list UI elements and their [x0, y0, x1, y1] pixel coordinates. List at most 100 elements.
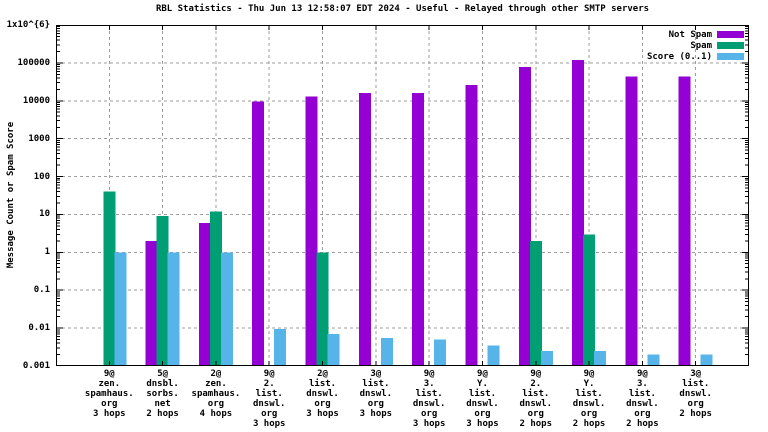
x-tick-label-line: list. — [575, 389, 603, 399]
bar-not-spam-10 — [625, 76, 638, 366]
x-tick-label-line: 3 hops — [306, 409, 339, 419]
x-tick-label-line: dnswl. — [252, 399, 286, 409]
x-tick-label-line: list. — [628, 389, 656, 399]
bar-spam-9 — [583, 234, 596, 366]
x-tick-label-line: org — [261, 409, 278, 419]
bar-score-0-1-4 — [327, 333, 340, 366]
x-tick-label-0: 9@ zen. spamhaus. org 3 hops — [67, 369, 151, 419]
x-tick-label-line: 9@ — [263, 369, 275, 379]
x-tick-label-line: org — [634, 409, 651, 419]
x-tick-label-line: dnswl. — [679, 389, 712, 399]
x-tick-label-line: zen. — [98, 379, 121, 389]
legend-label-not-spam: Not Spam — [668, 29, 712, 40]
x-tick-label-line: org — [207, 399, 225, 409]
x-tick-label-8: 9@ 2. list. dnswl. org 2 hops — [494, 369, 578, 429]
x-tick-label-line: zen. — [205, 379, 227, 389]
x-tick-label-line: 2 hops — [626, 419, 659, 429]
y-tick-label: 100000 — [17, 57, 50, 68]
y-tick-label: 10 — [39, 209, 50, 220]
x-tick-label-line: list. — [362, 379, 390, 389]
x-tick-label-line: 3 hops — [466, 419, 499, 429]
x-tick-label-line: org — [580, 409, 598, 419]
x-tick-label-line: 5@ — [157, 369, 169, 379]
x-tick-label-line: dnswl. — [626, 399, 659, 409]
bar-not-spam-2 — [198, 222, 211, 366]
plot-area — [56, 25, 749, 366]
plot-border — [56, 25, 749, 366]
bar-score-0-1-11 — [700, 354, 713, 366]
x-tick-label-line: 2@ — [317, 369, 328, 379]
x-tick-label-line: 2 hops — [519, 419, 553, 429]
y-tick-label: 0.1 — [33, 285, 50, 296]
bar-not-spam-7 — [465, 85, 478, 366]
bar-spam-1 — [156, 216, 169, 366]
x-tick-label-line: 3. — [423, 379, 435, 389]
x-tick-label-line: 2. — [263, 379, 275, 389]
legend: Not Spam Spam Score (0..1) — [647, 29, 744, 62]
x-tick-label-line: dnswl. — [519, 399, 553, 409]
x-tick-label-line: list. — [468, 389, 496, 399]
y-tick-label: 100 — [33, 171, 50, 182]
x-tick-label-2: 2@ zen. spamhaus. org 4 hops — [174, 369, 258, 419]
y-tick-label: 10000 — [22, 95, 50, 106]
x-tick-label-line: 2@ — [210, 369, 222, 379]
x-tick-label-7: 9@ Y. list. dnswl. org 3 hops — [440, 369, 524, 429]
legend-swatch-score-spam — [717, 42, 744, 49]
bar-score-0-1-10 — [647, 354, 660, 366]
x-tick-label-line: net — [154, 399, 171, 409]
x-tick-label-line: spamhaus. — [84, 389, 134, 399]
legend-swatch-not-spam — [717, 31, 744, 38]
x-tick-label-line: org — [474, 409, 491, 419]
bar-not-spam-3 — [252, 101, 265, 366]
x-tick-label-11: 3@ list. dnswl. org 2 hops — [654, 369, 738, 419]
legend-entry-score: Score (0..1) — [647, 51, 744, 62]
bar-score-0-1-0 — [114, 252, 127, 366]
x-tick-label-line: 2. — [530, 379, 542, 389]
x-tick-label-10: 9@ 3. list. dnswl. org 2 hops — [600, 369, 684, 429]
bar-not-spam-1 — [145, 240, 158, 366]
x-tick-label-line: org — [367, 399, 384, 409]
y-tick-label: 1 — [44, 247, 50, 258]
y-tick-label: 0.001 — [22, 361, 50, 371]
x-tick-label-line: 4 hops — [199, 409, 233, 419]
x-tick-label-line: 2 hops — [679, 409, 712, 419]
x-tick-label-line: list. — [255, 389, 283, 399]
x-tick-label-line: dnswl. — [412, 399, 446, 409]
x-tick-label-line: dnswl. — [466, 399, 499, 409]
x-tick-label-line: sorbs. — [146, 389, 179, 399]
x-tick-label-line: 9@ — [583, 369, 595, 379]
legend-swatch-score — [717, 53, 744, 60]
x-tick-label-line: 3 hops — [93, 409, 126, 419]
x-tick-label-line: 3@ — [370, 369, 382, 379]
x-tick-label-line: 3 hops — [359, 409, 393, 419]
x-tick-label-line: dnswl. — [306, 389, 339, 399]
x-tick-label-line: 3@ — [690, 369, 702, 379]
x-tick-label-line: org — [101, 399, 118, 409]
x-tick-label-line: dnswl. — [359, 389, 393, 399]
x-tick-label-line: list. — [682, 379, 710, 389]
x-tick-label-line: list. — [522, 389, 550, 399]
y-tick-label: 0.01 — [28, 323, 50, 334]
bar-not-spam-6 — [412, 93, 425, 366]
x-tick-label-line: 9@ — [103, 369, 115, 379]
bar-score-0-1-6 — [434, 339, 447, 366]
bar-score-0-1-7 — [487, 345, 500, 366]
x-tick-label-line: 2 hops — [572, 419, 606, 429]
bar-not-spam-4 — [305, 96, 318, 366]
x-tick-label-line: org — [314, 399, 331, 409]
bar-score-0-1-5 — [380, 337, 393, 366]
x-tick-label-line: 9@ — [423, 369, 435, 379]
chart-title: RBL Statistics - Thu Jun 13 12:58:07 EDT… — [155, 4, 650, 14]
x-tick-label-line: org — [421, 409, 438, 419]
x-tick-label-line: spamhaus. — [191, 389, 241, 399]
bar-not-spam-9 — [572, 60, 585, 366]
legend-label-spam: Spam — [690, 40, 712, 51]
bar-spam-8 — [529, 240, 542, 366]
x-tick-label-line: 2 hops — [146, 409, 179, 419]
x-tick-label-line: org — [687, 399, 704, 409]
legend-entry-not-spam: Not Spam — [647, 29, 744, 40]
x-tick-label-5: 3@ list. dnswl. org 3 hops — [334, 369, 418, 419]
y-tick-label: 1000 — [28, 133, 50, 144]
x-tick-label-line: 9@ — [530, 369, 542, 379]
bar-score-0-1-8 — [540, 350, 553, 366]
